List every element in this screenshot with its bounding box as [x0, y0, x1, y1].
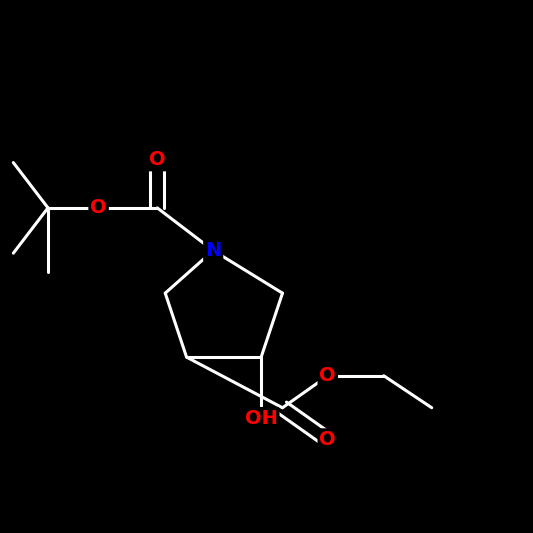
Text: O: O — [90, 198, 107, 217]
Text: N: N — [205, 241, 221, 260]
Text: OH: OH — [245, 409, 278, 428]
Text: O: O — [319, 430, 336, 449]
Text: O: O — [319, 366, 336, 385]
Text: O: O — [149, 150, 166, 169]
